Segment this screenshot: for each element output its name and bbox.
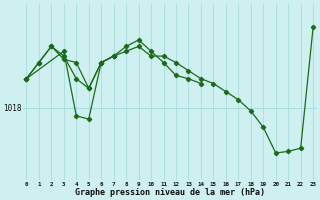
X-axis label: Graphe pression niveau de la mer (hPa): Graphe pression niveau de la mer (hPa) [75, 188, 265, 197]
